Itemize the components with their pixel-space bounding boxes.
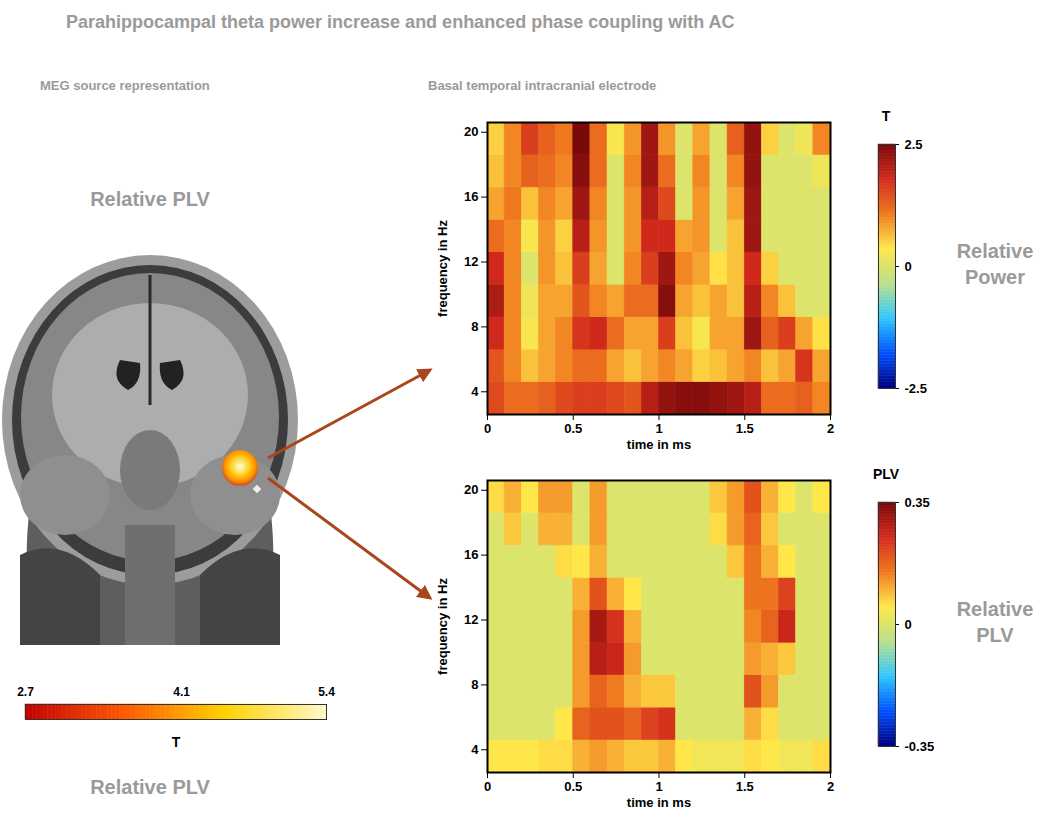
html-text:MEG source representation: MEG source representation bbox=[40, 78, 210, 93]
svg-text:1: 1 bbox=[655, 421, 662, 436]
svg-text:0.5: 0.5 bbox=[564, 779, 582, 794]
svg-text:8: 8 bbox=[471, 319, 478, 334]
html-text:PLV: PLV bbox=[872, 466, 900, 482]
svg-text:4: 4 bbox=[471, 384, 479, 399]
svg-text:frequency in Hz: frequency in Hz bbox=[435, 578, 450, 675]
svg-text:12: 12 bbox=[464, 254, 478, 269]
svg-text:16: 16 bbox=[464, 189, 478, 204]
svg-text:-2.5: -2.5 bbox=[905, 381, 927, 396]
svg-text:-0.35: -0.35 bbox=[905, 739, 935, 754]
svg-text:0: 0 bbox=[484, 779, 491, 794]
html-text:Relative PLV: Relative PLV bbox=[90, 188, 210, 210]
html-text:T: T bbox=[171, 734, 181, 750]
svg-text:20: 20 bbox=[464, 482, 478, 497]
svg-text:time in ms: time in ms bbox=[627, 795, 691, 810]
svg-text:16: 16 bbox=[464, 547, 478, 562]
svg-text:0.5: 0.5 bbox=[564, 421, 582, 436]
svg-text:1.5: 1.5 bbox=[736, 421, 754, 436]
svg-text:2: 2 bbox=[827, 421, 834, 436]
svg-text:4.1: 4.1 bbox=[173, 685, 190, 699]
svg-text:4: 4 bbox=[471, 742, 479, 757]
svg-text:0: 0 bbox=[905, 617, 912, 632]
html-text:Parahippocampal theta power in: Parahippocampal theta power increase and… bbox=[66, 12, 735, 32]
svg-text:0: 0 bbox=[905, 259, 912, 274]
svg-text:20: 20 bbox=[464, 124, 478, 139]
svg-text:5.4: 5.4 bbox=[318, 685, 335, 699]
svg-text:1.5: 1.5 bbox=[736, 779, 754, 794]
svg-text:2.7: 2.7 bbox=[17, 685, 34, 699]
svg-text:8: 8 bbox=[471, 677, 478, 692]
svg-text:12: 12 bbox=[464, 612, 478, 627]
svg-text:2: 2 bbox=[827, 779, 834, 794]
svg-text:1: 1 bbox=[655, 779, 662, 794]
html-text:Relative Power: Relative Power bbox=[956, 240, 1034, 288]
svg-text:2.5: 2.5 bbox=[905, 137, 923, 152]
svg-text:frequency in Hz: frequency in Hz bbox=[435, 220, 450, 317]
svg-text:time in ms: time in ms bbox=[627, 437, 691, 452]
html-text:Relative PLV: Relative PLV bbox=[90, 776, 210, 798]
html-text:Relative PLV: Relative PLV bbox=[956, 598, 1034, 646]
svg-text:0.35: 0.35 bbox=[905, 495, 930, 510]
html-text:T: T bbox=[881, 108, 891, 124]
html-text:Basal temporal intracranial el: Basal temporal intracranial electrode bbox=[428, 78, 657, 93]
svg-text:0: 0 bbox=[484, 421, 491, 436]
